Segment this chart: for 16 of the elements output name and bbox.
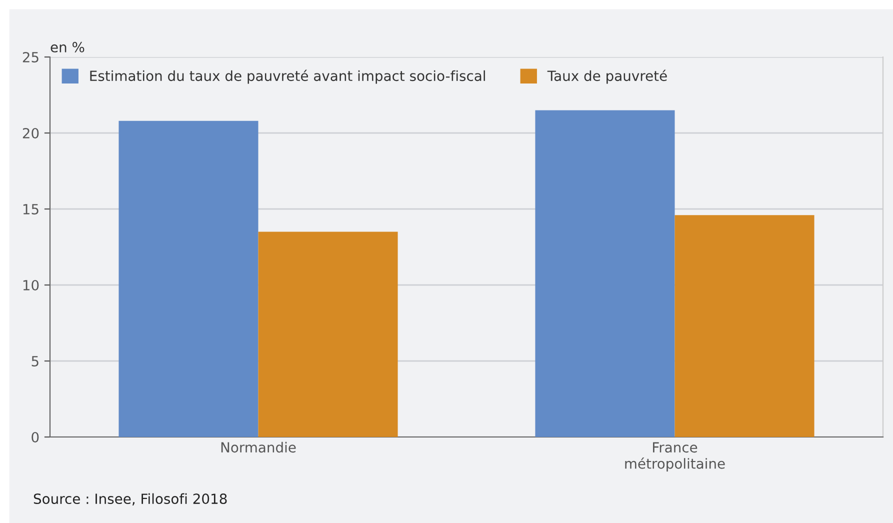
y-axis-title: en %: [50, 42, 84, 52]
bar: [535, 110, 675, 437]
y-tick-label: 15: [23, 204, 38, 214]
y-tick-label: 20: [22, 128, 39, 138]
y-tick-label: 25: [22, 52, 38, 62]
legend-label: Taux de pauvreté: [547, 70, 667, 84]
bar: [674, 215, 814, 437]
bar: [118, 120, 258, 437]
source-note: Source : Insee, Filosofi 2018: [34, 493, 227, 506]
y-tick-label: 10: [23, 280, 39, 290]
x-tick-label: France métropolitaine: [625, 442, 725, 472]
legend-label: Estimation du taux de pauvreté avant impact socio-fiscal: [90, 70, 485, 84]
y-tick-label: 5: [32, 356, 38, 366]
x-tick-label: Normandie: [221, 442, 296, 453]
bar: [258, 232, 398, 437]
y-tick-label: 0: [32, 432, 39, 442]
